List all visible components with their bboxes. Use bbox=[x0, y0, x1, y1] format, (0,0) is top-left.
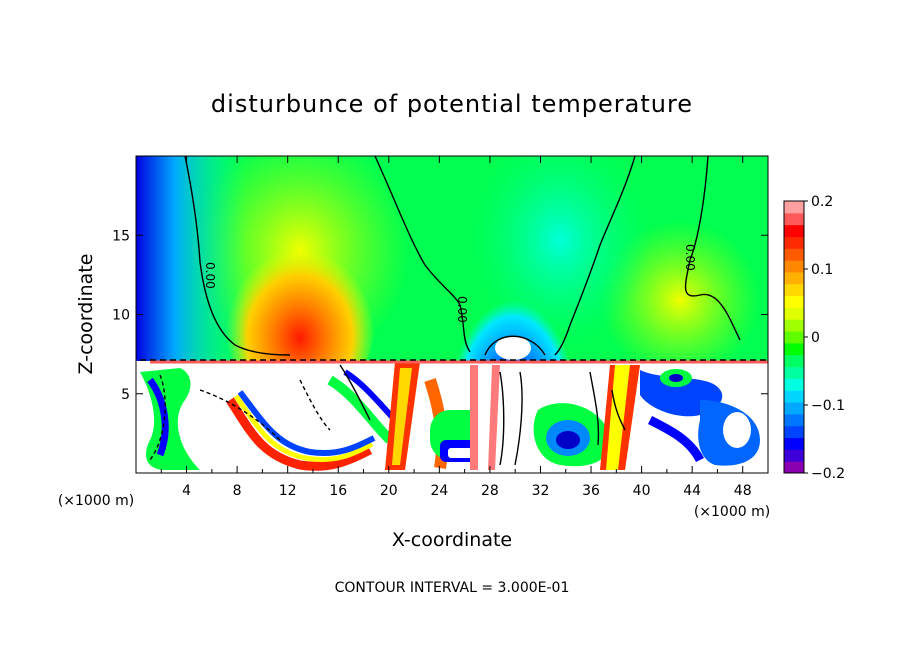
contour-zero-far-right bbox=[684, 156, 741, 341]
colorbar-swatch bbox=[784, 212, 804, 226]
x-tick-label: 4 bbox=[182, 483, 191, 499]
colorbar: 0.2 0.1 0 −0.1 −0.2 bbox=[783, 194, 845, 482]
x-tick-label: 48 bbox=[734, 483, 752, 499]
colorbar-swatch bbox=[784, 201, 804, 214]
y-unit-label: (×1000 m) bbox=[58, 493, 134, 509]
contour-zero-middle bbox=[374, 156, 471, 353]
colorbar-swatch bbox=[784, 354, 804, 368]
contour-lines bbox=[140, 156, 768, 466]
colorbar-swatch bbox=[784, 248, 804, 261]
colorbar-swatch bbox=[784, 413, 804, 427]
x-tick-label: 44 bbox=[683, 483, 701, 499]
y-tick-label: 15 bbox=[112, 228, 130, 244]
x-tick-label: 36 bbox=[582, 483, 600, 499]
colorbar-swatch bbox=[784, 319, 804, 332]
colorbar-swatch bbox=[784, 283, 804, 297]
colorbar-swatch bbox=[784, 260, 804, 273]
colorbar-swatch bbox=[784, 461, 804, 474]
colorbar-swatch bbox=[784, 425, 804, 439]
colorbar-swatch bbox=[784, 437, 804, 450]
contour-cold-loop bbox=[484, 335, 546, 356]
colorbar-swatch bbox=[784, 331, 804, 344]
y-tick-label: 10 bbox=[112, 308, 130, 324]
contour-label: 0.00 bbox=[683, 244, 697, 271]
y-axis: 5 10 15 bbox=[112, 228, 768, 403]
x-tick-label: 32 bbox=[532, 483, 550, 499]
x-tick-label: 40 bbox=[633, 483, 651, 499]
colorbar-tick-label: 0 bbox=[811, 330, 820, 346]
colorbar-tick-label: −0.2 bbox=[811, 466, 845, 482]
x-tick-label: 24 bbox=[430, 483, 448, 499]
colorbar-swatch bbox=[784, 378, 804, 391]
colorbar-swatch bbox=[784, 295, 804, 308]
x-axis: 4 8 12 16 20 24 28 32 36 40 44 48 bbox=[160, 156, 752, 499]
contour-label-group: 0.00 0.00 0.00 bbox=[203, 244, 697, 323]
contour-label: 0.00 bbox=[203, 262, 217, 289]
colorbar-swatch bbox=[784, 271, 804, 285]
colorbar-swatch bbox=[784, 390, 804, 403]
colorbar-swatch bbox=[784, 402, 804, 415]
x-tick-label: 28 bbox=[481, 483, 499, 499]
contour-interval-note: CONTOUR INTERVAL = 3.000E-01 bbox=[335, 580, 570, 596]
contour-zero-left bbox=[184, 156, 291, 356]
x-unit-label: (×1000 m) bbox=[694, 504, 770, 520]
plot-area: 0.00 0.00 0.00 bbox=[136, 156, 768, 473]
colorbar-swatch bbox=[784, 342, 804, 356]
x-tick-label: 16 bbox=[329, 483, 347, 499]
y-axis-label: Z-coordinate bbox=[75, 254, 97, 375]
chart-title: disturbunce of potential temperature bbox=[211, 90, 693, 118]
x-tick-label: 12 bbox=[279, 483, 297, 499]
colorbar-tick-label: 0.2 bbox=[811, 194, 833, 210]
lower-layer-patches bbox=[140, 360, 768, 471]
colorbar-tick-label: 0.1 bbox=[811, 262, 833, 278]
colorbar-swatch bbox=[784, 449, 804, 462]
colorbar-tick-label: −0.1 bbox=[811, 398, 845, 414]
colorbar-swatch bbox=[784, 236, 804, 249]
colorbar-swatch bbox=[784, 307, 804, 320]
cold-core bbox=[495, 336, 531, 360]
x-tick-label: 8 bbox=[233, 483, 242, 499]
colorbar-swatch bbox=[784, 366, 804, 379]
x-axis-label: X-coordinate bbox=[392, 529, 512, 551]
colorbar-swatch bbox=[784, 224, 804, 237]
x-tick-label: 20 bbox=[380, 483, 398, 499]
contour-label: 0.00 bbox=[455, 296, 469, 323]
y-tick-label: 5 bbox=[121, 387, 130, 403]
contour-zero-right bbox=[554, 156, 636, 356]
